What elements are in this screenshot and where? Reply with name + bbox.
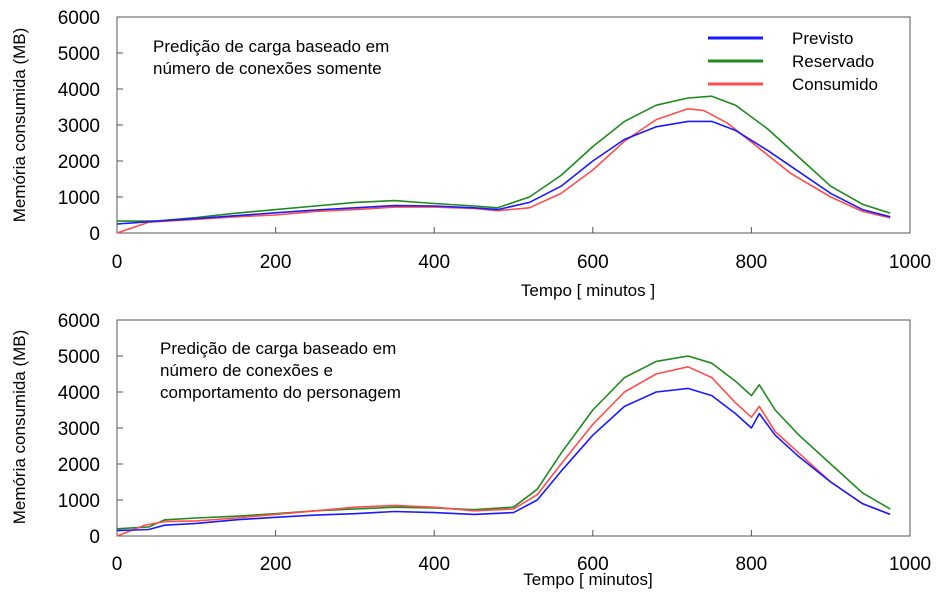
y-axis-label: Memória consumida (MB) — [10, 28, 29, 223]
y-tick-label: 1000 — [58, 188, 100, 209]
x-tick-label: 400 — [418, 252, 450, 273]
y-tick-label: 2000 — [58, 152, 100, 173]
x-tick-label: 0 — [112, 554, 123, 575]
y-tick-label: 4000 — [58, 383, 100, 404]
legend-label-reservado: Reservado — [792, 52, 874, 71]
series-line-reservado — [117, 95, 891, 222]
y-axis-label: Memória consumida (MB) — [10, 330, 29, 525]
x-tick-label: 200 — [260, 554, 292, 575]
annotation-line: número de conexões somente — [153, 59, 382, 78]
x-tick-label: 200 — [260, 252, 292, 273]
y-tick-label: 0 — [89, 224, 100, 245]
y-tick-label: 5000 — [58, 347, 100, 368]
x-axis-label: Tempo [ minutos ] — [521, 281, 655, 300]
x-tick-label: 0 — [112, 252, 123, 273]
y-tick-label: 3000 — [58, 419, 100, 440]
y-tick-label: 0 — [89, 527, 100, 548]
annotation-line: comportamento do personagem — [160, 383, 401, 402]
annotation-line: número de conexões e — [160, 361, 333, 380]
x-axis-label: Tempo [ minutos] — [523, 570, 652, 589]
series-line-consumido — [116, 108, 891, 234]
y-tick-label: 3000 — [58, 116, 100, 137]
x-tick-label: 600 — [577, 554, 609, 575]
series-line-consumido — [116, 365, 891, 537]
y-tick-label: 6000 — [58, 311, 100, 332]
x-tick-label: 400 — [418, 554, 450, 575]
x-tick-label: 800 — [736, 252, 768, 273]
legend-label-consumido: Consumido — [792, 75, 878, 94]
chart-panel-1: 0 1000 2000 3000 4000 5000 6000 0 200 400 600 800 10… — [10, 8, 931, 300]
y-tick-label: 1000 — [58, 491, 100, 512]
x-tick-label: 1000 — [889, 554, 931, 575]
y-tick-label: 5000 — [58, 44, 100, 65]
y-tick-label: 6000 — [58, 8, 100, 29]
chart-panel-2: 0 1000 2000 3000 4000 5000 6000 0 200 400 600 800 10… — [10, 311, 931, 589]
legend-label-previsto: Previsto — [792, 29, 853, 48]
x-tick-label: 1000 — [889, 252, 931, 273]
series-line-previsto — [116, 120, 891, 225]
y-tick-label: 4000 — [58, 80, 100, 101]
x-tick-label: 600 — [577, 252, 609, 273]
annotation-line: Predição de carga baseado em — [153, 37, 389, 56]
x-tick-label: 800 — [736, 554, 768, 575]
series-line-previsto — [116, 387, 891, 532]
series-line-reservado — [116, 355, 891, 530]
y-tick-label: 2000 — [58, 455, 100, 476]
annotation-line: Predição de carga baseado em — [160, 339, 396, 358]
